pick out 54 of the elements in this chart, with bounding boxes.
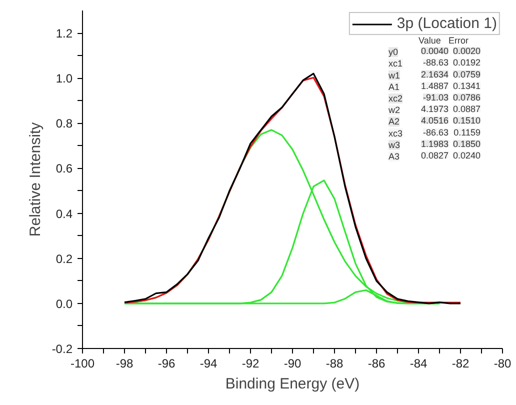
annotation: y0 xyxy=(388,47,398,58)
x-tick-label: -98 xyxy=(116,356,134,370)
annotation: 2.1634 xyxy=(420,69,449,80)
annotation: xc1 xyxy=(388,58,403,69)
x-axis-title: Binding Energy (eV) xyxy=(225,376,360,392)
annotation: 0.0192 xyxy=(452,58,481,68)
x-tick-label: -94 xyxy=(200,356,218,370)
x-tick-label: -90 xyxy=(284,356,302,370)
y-tick-label: 0.2 xyxy=(56,252,73,266)
y-tick-label: 0.4 xyxy=(56,206,73,221)
x-tick-label: -92 xyxy=(242,356,260,370)
annotation: 0.0240 xyxy=(452,150,481,160)
annotation: A3 xyxy=(388,152,400,162)
annotation: 0.0759 xyxy=(452,69,481,80)
annotation: 1.4887 xyxy=(420,80,449,91)
annotation: 4.1973 xyxy=(420,104,449,114)
annotation: Error xyxy=(448,36,468,46)
annotation: -86.63 xyxy=(422,127,449,138)
annotation: w2 xyxy=(388,105,400,116)
annotation: 1.1983 xyxy=(420,138,449,149)
annotation: 4.0516 xyxy=(420,116,449,126)
annotation: 0.0887 xyxy=(452,104,481,114)
y-tick-label: 0.8 xyxy=(56,116,73,131)
y-tick-label: 0.0 xyxy=(56,296,73,311)
x-tick-label: -88 xyxy=(326,356,344,370)
y-tick-label: -0.2 xyxy=(52,342,73,356)
annotation: w3 xyxy=(388,140,400,150)
annotation: xc2 xyxy=(388,94,403,104)
annotation: 0.0020 xyxy=(452,46,481,56)
annotation: -88.63 xyxy=(422,58,449,68)
annotation: 0.1159 xyxy=(454,127,480,138)
y-tick-label: 0.6 xyxy=(56,162,73,176)
annotation: Value xyxy=(418,36,441,46)
x-tick-label: -80 xyxy=(494,356,512,370)
annotation: 0.0786 xyxy=(452,92,481,102)
annotation: 0.1850 xyxy=(452,138,481,149)
annotation: xc3 xyxy=(388,128,403,138)
annotation: -91.03 xyxy=(422,92,449,102)
y-axis-title: Relative Intensity xyxy=(26,122,44,237)
annotation: w1 xyxy=(388,70,400,80)
x-tick-label: -100 xyxy=(70,356,95,370)
x-tick-label: -82 xyxy=(452,356,470,370)
annotation: A1 xyxy=(388,82,400,92)
annotation: A2 xyxy=(388,116,400,127)
x-tick-label: -86 xyxy=(368,356,386,370)
x-tick-label: -84 xyxy=(410,356,428,370)
annotation: 0.1341 xyxy=(452,80,481,91)
annotation: 0.1510 xyxy=(452,116,481,126)
legend-label: 3p (Location 1) xyxy=(396,15,497,32)
annotation: 0.0040 xyxy=(420,46,449,56)
annotation: 0.0827 xyxy=(420,150,449,160)
y-tick-label: 1.0 xyxy=(56,72,73,86)
x-tick-label: -96 xyxy=(158,356,176,370)
y-tick-label: 1.2 xyxy=(56,26,73,41)
